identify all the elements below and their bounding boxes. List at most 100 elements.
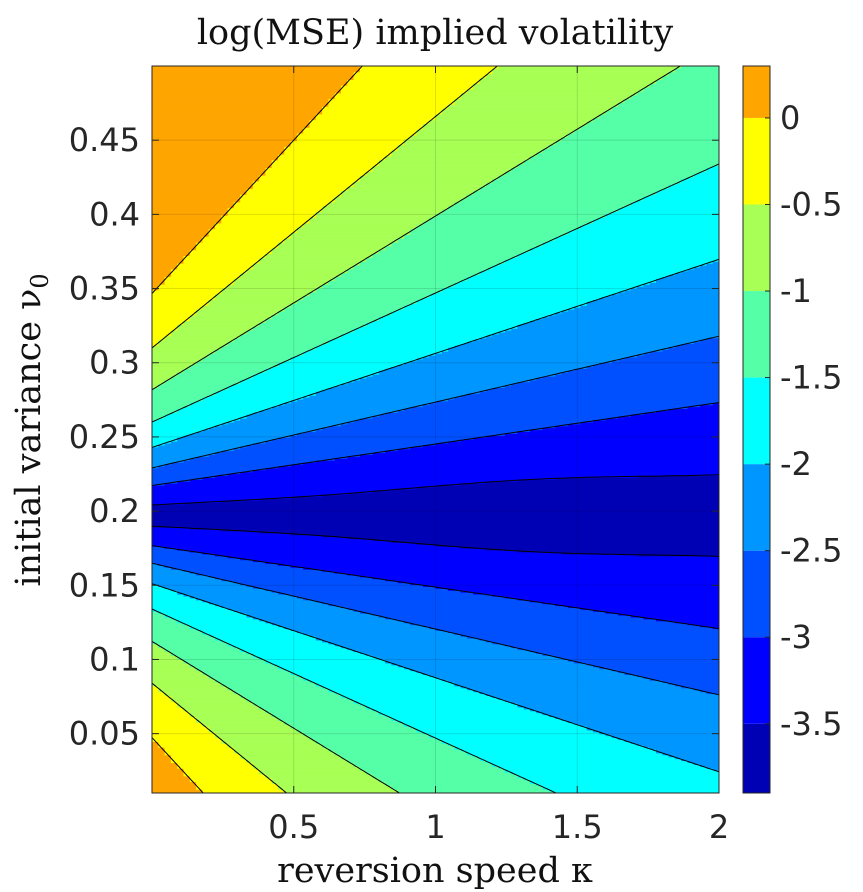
contour-band-cell [152,416,166,419]
contour-band-cell [611,668,719,672]
contour-band-cell [233,580,399,584]
contour-band-cell [189,714,273,718]
contour-band-cell [397,144,550,147]
contour-band-cell [152,155,279,159]
contour-band-cell [208,727,298,731]
contour-band-cell [152,704,178,708]
contour-band-cell [152,291,222,295]
contour-band-cell [152,232,210,235]
contour-band-cell [227,213,317,216]
contour-band-cell [700,689,719,693]
contour-band-cell [152,387,229,390]
contour-band-cell [448,349,663,352]
contour-band-cell [637,354,719,358]
contour-band-cell [536,318,719,322]
contour-band-cell [328,749,462,752]
colorbar-tick-label: -2.5 [780,532,842,570]
contour-band-cell [183,660,266,664]
contour-band-cell [674,182,719,186]
contour-band-cell [341,695,493,698]
contour-band-cell [152,502,185,505]
contour-band-cell [624,672,719,675]
contour-band-cell [152,201,235,205]
contour-band-cell [674,272,719,276]
contour-band-cell [422,584,719,587]
contour-band-cell [152,724,203,727]
contour-band-cell [479,81,657,84]
contour-band-cell [152,678,216,681]
contour-band-cell [152,460,185,463]
contour-band-cell [347,268,487,272]
contour-band-cell [170,588,266,591]
contour-band-cell [152,548,178,551]
contour-band-cell [574,307,719,310]
contour-band-cell [189,366,273,369]
contour-band-cell [284,360,411,364]
contour-line [152,474,719,557]
contour-band-cell [202,307,285,310]
contour-band-cell [152,263,178,266]
contour-band-cell [517,253,719,256]
contour-band-cell [479,272,676,276]
contour-band-cell [221,423,342,427]
contour-band-cell [460,439,719,442]
contour-band-cell [152,597,197,601]
contour-band-cell [385,783,537,786]
contour-band-cell [630,615,719,618]
contour-band-cell [643,352,719,356]
contour-band-cell [252,586,437,589]
contour-band-cell [353,180,493,184]
contour-band-cell [152,666,197,670]
contour-band-cell [303,567,719,570]
contour-band-cell [341,87,474,90]
contour-band-cell [416,727,588,731]
contour-band-cell [511,169,707,172]
contour-band-cell [504,330,719,333]
contour-band-cell [391,152,537,155]
contour-band-cell [315,638,481,641]
contour-band-cell [164,337,235,341]
contour-band-cell [265,368,386,371]
contour-band-cell [366,704,518,708]
contour-band-cell [668,408,719,411]
contour-band-cell [177,374,254,377]
contour-band-cell [152,565,166,568]
contour-band-cell [152,645,159,649]
contour-band-cell [246,615,380,618]
contour-band-cell [152,198,241,201]
contour-band-cell [152,553,216,557]
contour-band-cell [391,150,544,153]
contour-band-cell [152,264,178,268]
contour-band-cell [296,630,449,633]
contour-band-cell [542,427,719,431]
contour-band-cell [152,714,191,718]
contour-band-cell [252,180,355,184]
contour-band-cell [555,140,719,144]
contour-band-cell [290,232,411,235]
contour-band-cell [152,270,172,274]
contour-band-cell [454,282,651,285]
contour-band-cell [259,259,367,262]
contour-band-cell [460,749,657,752]
contour-band-cell [183,773,266,777]
contour-band-cell [460,198,644,201]
contour-band-cell [152,601,210,605]
x-axis-label: reversion speed κ [277,851,593,891]
contour-band-cell [473,190,657,193]
contour-band-cell [385,245,537,249]
contour-band-cell [164,414,248,417]
contour-band-cell [183,257,260,260]
contour-band-cell [152,488,392,492]
contour-band-cell [152,651,172,654]
contour-band-cell [397,789,550,792]
contour-band-cell [315,287,443,291]
contour-band-cell [328,280,462,283]
contour-band-cell [170,697,248,700]
contour-band-cell [183,706,260,710]
contour-band-cell [152,649,166,653]
contour-band-cell [152,418,159,421]
contour-band-cell [309,395,462,398]
contour-band-cell [435,400,719,404]
contour-band-cell [359,261,506,264]
contour-band-cell [152,268,172,272]
